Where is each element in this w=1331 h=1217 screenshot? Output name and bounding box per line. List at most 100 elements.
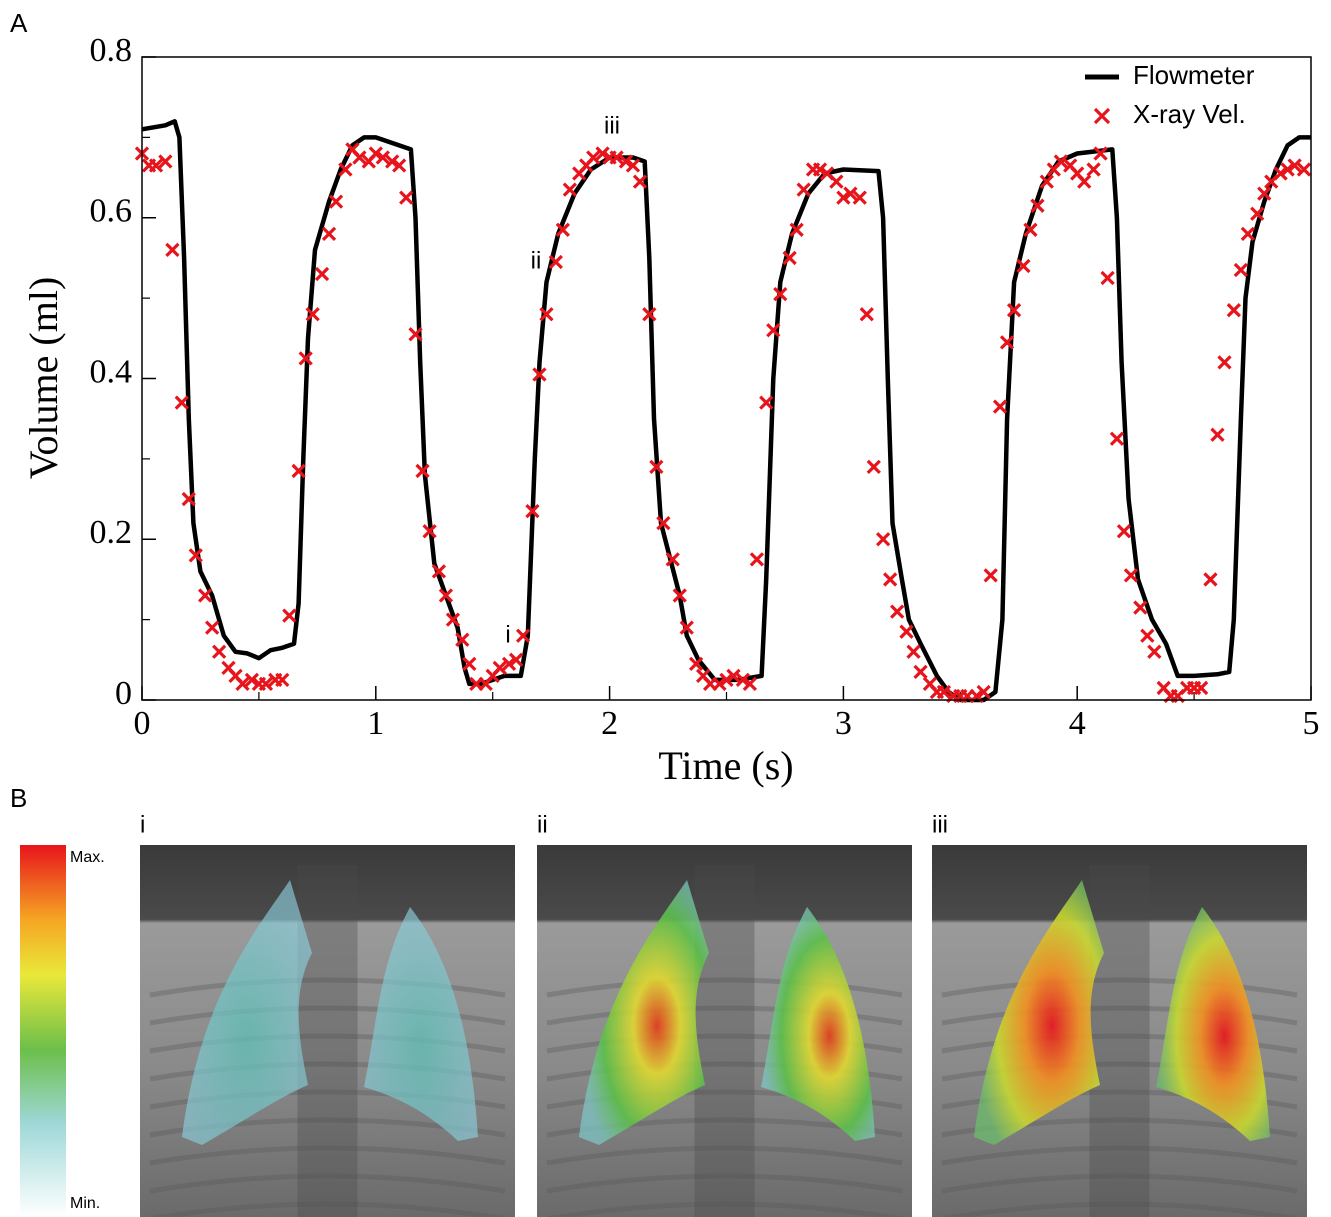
spine	[1089, 865, 1150, 1217]
x-marker	[1030, 198, 1045, 213]
colorbar-max-label: Max.	[70, 849, 105, 866]
x-marker	[649, 459, 664, 475]
x-marker	[431, 564, 447, 579]
rib	[546, 1201, 903, 1217]
rib	[149, 1145, 506, 1166]
y-tick-label: 0.2	[90, 514, 133, 551]
x-marker	[1287, 158, 1302, 173]
x-marker	[492, 660, 507, 675]
x-marker	[525, 503, 540, 519]
colorbar	[20, 845, 66, 1217]
x-marker	[244, 672, 260, 688]
left-lung	[579, 880, 709, 1145]
image-label: ii	[537, 811, 548, 838]
x-marker	[205, 620, 220, 635]
y-tick-label: 0.6	[90, 193, 133, 230]
x-marker	[321, 226, 337, 241]
legend-label: Flowmeter	[1133, 60, 1255, 90]
right-lung	[1156, 907, 1270, 1141]
x-marker	[282, 608, 297, 623]
x-marker	[181, 491, 196, 507]
legend-label: X-ray Vel.	[1133, 99, 1246, 129]
x-marker	[618, 154, 634, 169]
x-marker	[1147, 644, 1162, 659]
x-marker	[1077, 174, 1092, 189]
x-marker	[789, 222, 804, 237]
x-marker	[174, 395, 189, 410]
colorbar-min-label: Min.	[70, 1195, 100, 1212]
x-marker	[632, 174, 648, 189]
x-marker	[532, 367, 547, 382]
x-marker	[796, 182, 811, 197]
x-tick-label: 2	[601, 705, 618, 742]
x-marker	[415, 463, 430, 479]
x-marker	[712, 676, 727, 692]
x-marker	[1086, 162, 1101, 177]
x-marker	[726, 668, 741, 684]
rib	[941, 1173, 1298, 1194]
plot-frame	[141, 56, 1312, 701]
x-marker	[235, 676, 250, 692]
x-marker	[368, 146, 383, 161]
y-tick-label: 0.4	[90, 353, 133, 390]
x-marker	[656, 516, 671, 531]
x-marker	[408, 327, 423, 342]
x-axis-label: Time (s)	[658, 743, 793, 788]
x-marker	[586, 150, 601, 165]
x-marker	[352, 150, 367, 165]
left-lung	[974, 880, 1104, 1145]
x-marker	[852, 190, 867, 205]
x-marker	[1100, 270, 1115, 286]
x-marker	[148, 158, 164, 173]
x-marker	[1257, 186, 1272, 201]
x-marker	[1123, 568, 1139, 583]
x-marker	[1280, 162, 1295, 177]
x-marker	[679, 620, 694, 635]
rib	[941, 1145, 1298, 1166]
x-marker	[1210, 427, 1225, 442]
rib	[941, 1201, 1298, 1217]
x-marker	[438, 588, 454, 603]
image-label: iii	[932, 811, 948, 838]
right-lung	[761, 907, 875, 1141]
x-marker	[992, 399, 1008, 414]
x-marker	[392, 158, 407, 173]
x-marker	[258, 676, 274, 692]
x-marker	[843, 186, 858, 201]
x-marker	[812, 162, 828, 177]
x-marker	[548, 254, 563, 270]
image-label: i	[140, 811, 145, 838]
x-marker	[165, 242, 180, 258]
y-axis-label: Volume (ml)	[21, 277, 66, 480]
y-tick-label: 0	[115, 675, 132, 712]
x-marker	[1039, 174, 1054, 189]
x-marker	[642, 307, 657, 322]
rib	[941, 977, 1298, 998]
x-marker	[422, 524, 437, 539]
x-marker	[508, 652, 524, 667]
x-marker	[735, 672, 750, 688]
x-marker	[836, 190, 851, 205]
x-marker	[385, 154, 400, 169]
x-tick-label: 3	[835, 705, 852, 742]
x-marker	[314, 266, 330, 282]
x-marker	[913, 664, 928, 680]
x-marker	[188, 548, 203, 563]
x-marker	[1006, 303, 1022, 318]
flow-line	[141, 119, 1311, 703]
panel-label: A	[10, 8, 28, 38]
x-marker	[1023, 222, 1038, 237]
x-marker	[1109, 431, 1125, 446]
x-marker	[625, 158, 641, 173]
x-marker	[338, 162, 353, 177]
x-marker	[1296, 162, 1312, 177]
x-marker	[1093, 146, 1108, 161]
x-marker	[829, 174, 844, 189]
x-marker	[539, 307, 554, 322]
legend-marker	[1093, 107, 1111, 125]
x-marker	[158, 154, 173, 169]
rib	[546, 1173, 903, 1194]
x-marker	[1217, 355, 1232, 370]
